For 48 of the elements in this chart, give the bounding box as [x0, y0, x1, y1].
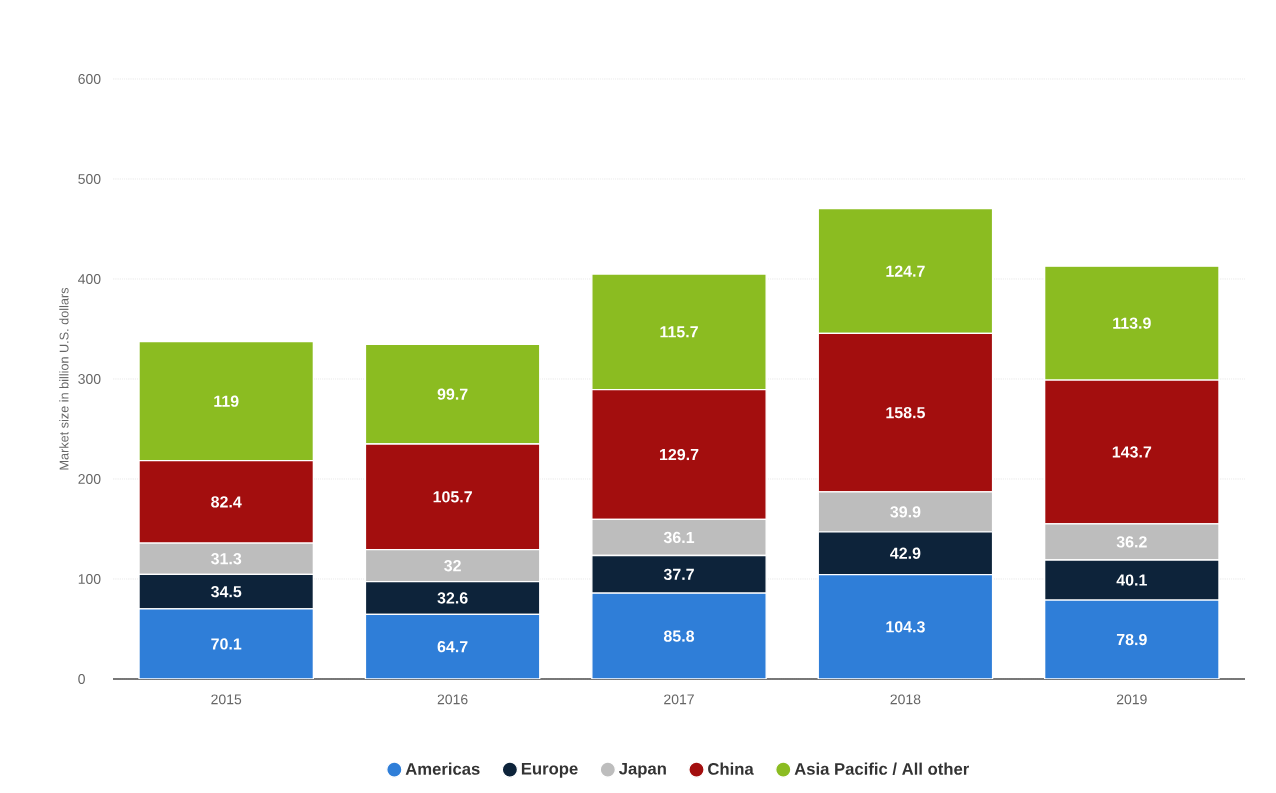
- bar: [364, 613, 541, 679]
- legend-label: China: [708, 762, 754, 775]
- data-label: 129.7: [660, 448, 699, 461]
- legend-label: Americas: [405, 762, 480, 775]
- x-tick-label: 2016: [437, 694, 468, 705]
- x-tick-label: 2019: [1116, 694, 1147, 705]
- data-label: 78.9: [1116, 633, 1147, 646]
- data-label: 39.9: [890, 506, 921, 518]
- data-label: 143.7: [1112, 446, 1152, 458]
- data-label: 42.9: [890, 547, 921, 559]
- data-label: 82.4: [211, 496, 242, 508]
- data-label: 119: [214, 395, 239, 407]
- bar: [591, 592, 767, 679]
- y-axis-title: Market size in billion U.S. dollars: [59, 287, 69, 470]
- data-label: 104.3: [886, 621, 925, 633]
- x-tick-label: 2018: [890, 694, 921, 705]
- data-label: 64.7: [437, 640, 468, 653]
- y-tick-label: 100: [78, 574, 101, 584]
- y-tick-label: 500: [78, 174, 101, 184]
- data-label: 32: [444, 560, 461, 572]
- data-label: 124.7: [886, 265, 925, 277]
- x-tick-label: 2015: [211, 694, 242, 705]
- data-label: 158.5: [886, 406, 925, 419]
- data-label: 40.1: [1116, 574, 1147, 586]
- bar: [138, 608, 315, 679]
- data-label: 32.6: [437, 592, 468, 604]
- legend-label: Japan: [618, 762, 666, 778]
- data-label: 36.1: [663, 531, 695, 544]
- y-tick-label: 300: [78, 374, 101, 384]
- y-tick-label: 200: [78, 474, 101, 484]
- y-tick-label: 0: [78, 674, 85, 684]
- data-label: 37.7: [663, 568, 694, 581]
- bar: [1043, 599, 1220, 679]
- bar: [817, 574, 994, 679]
- data-label: 36.2: [1116, 536, 1147, 548]
- x-tick-label: 2017: [664, 694, 694, 705]
- data-label: 99.7: [437, 388, 468, 400]
- data-label: 85.8: [663, 630, 695, 642]
- data-label: 70.1: [211, 638, 242, 650]
- legend-label: Asia Pacific / All other: [794, 762, 970, 776]
- y-tick-label: 400: [78, 274, 101, 284]
- data-label: 113.9: [1113, 317, 1151, 329]
- y-tick-label: 600: [78, 74, 101, 84]
- data-label: 34.5: [211, 585, 242, 598]
- legend-label: Europe: [521, 762, 578, 778]
- data-label: 105.7: [433, 491, 472, 503]
- data-label: 115.7: [660, 326, 698, 338]
- data-label: 31.3: [211, 553, 242, 565]
